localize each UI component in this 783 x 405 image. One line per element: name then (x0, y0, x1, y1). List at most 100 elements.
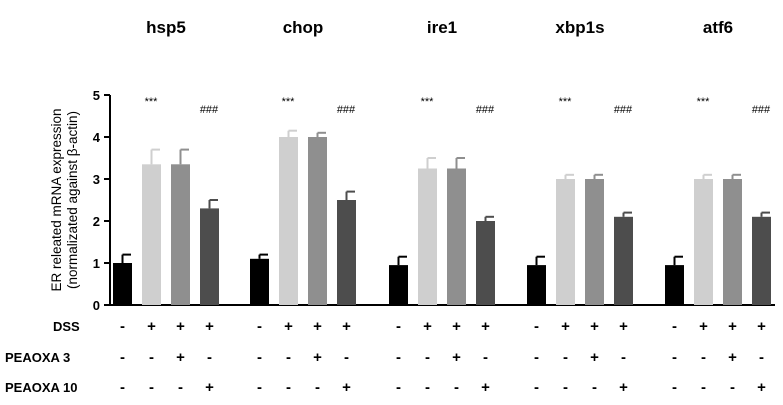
sign-xbp1s-1-4: + (619, 318, 628, 335)
sign-ire1-1-3: + (452, 318, 461, 335)
sign-xbp1s-3-3: - (592, 379, 597, 396)
sign-ire1-3-2: - (425, 379, 430, 396)
sign-ire1-1-4: + (481, 318, 490, 335)
sign-hsp5-3-2: - (149, 379, 154, 396)
row-label-1: DSS (53, 319, 80, 334)
sign-hsp5-3-1: - (120, 379, 125, 396)
bar-hsp5-2 (142, 164, 161, 305)
y-tick-label: 1 (93, 256, 100, 271)
significance-hash-chop: ### (337, 104, 356, 116)
sign-atf6-1-1: - (672, 318, 677, 335)
y-tick-label: 3 (93, 172, 100, 187)
sign-chop-3-3: - (315, 379, 320, 396)
significance-hash-hsp5: ### (200, 104, 219, 116)
sign-chop-2-1: - (257, 349, 262, 366)
bar-atf6-4 (752, 216, 771, 305)
significance-hash-xbp1s: ### (614, 104, 633, 116)
sign-xbp1s-3-2: - (563, 379, 568, 396)
bar-chop-4 (337, 200, 356, 305)
sign-ire1-3-1: - (396, 379, 401, 396)
sign-chop-1-4: + (342, 318, 351, 335)
row-label-2: PEAOXA 3 (5, 350, 70, 365)
bar-atf6-1 (665, 265, 684, 305)
sign-hsp5-1-4: + (205, 318, 214, 335)
sign-ire1-3-4: + (481, 379, 490, 396)
row-label-3: PEAOXA 10 (5, 380, 78, 395)
sign-xbp1s-2-4: - (621, 349, 626, 366)
sign-hsp5-3-3: - (178, 379, 183, 396)
sign-xbp1s-1-3: + (590, 318, 599, 335)
bar-ire1-4 (476, 221, 495, 305)
sign-hsp5-3-4: + (205, 379, 214, 396)
sign-atf6-2-1: - (672, 349, 677, 366)
sign-hsp5-1-1: - (120, 318, 125, 335)
sign-atf6-1-3: + (728, 318, 737, 335)
significance-stars-chop: *** (282, 96, 296, 108)
sign-atf6-1-4: + (757, 318, 766, 335)
sign-xbp1s-1-1: - (534, 318, 539, 335)
sign-chop-2-4: - (344, 349, 349, 366)
sign-ire1-1-1: - (396, 318, 401, 335)
sign-atf6-3-4: + (757, 379, 766, 396)
sign-ire1-2-3: + (452, 349, 461, 366)
sign-atf6-3-1: - (672, 379, 677, 396)
sign-hsp5-2-4: - (207, 349, 212, 366)
bar-chop-3 (308, 137, 327, 305)
sign-xbp1s-2-3: + (590, 349, 599, 366)
significance-hash-ire1: ### (476, 104, 495, 116)
sign-chop-3-1: - (257, 379, 262, 396)
sign-ire1-2-2: - (425, 349, 430, 366)
sign-chop-1-1: - (257, 318, 262, 335)
bar-xbp1s-1 (527, 265, 546, 305)
y-axis-label: ER releated mRNA expression(normalizated… (49, 108, 80, 291)
sign-atf6-3-2: - (701, 379, 706, 396)
y-tick-label: 5 (93, 88, 100, 103)
bar-atf6-2 (694, 179, 713, 305)
sign-xbp1s-2-2: - (563, 349, 568, 366)
sign-xbp1s-3-1: - (534, 379, 539, 396)
bar-xbp1s-3 (585, 179, 604, 305)
bar-ire1-2 (418, 168, 437, 305)
sign-ire1-2-4: - (483, 349, 488, 366)
sign-atf6-3-3: - (730, 379, 735, 396)
sign-chop-3-2: - (286, 379, 291, 396)
sign-ire1-2-1: - (396, 349, 401, 366)
sign-xbp1s-2-1: - (534, 349, 539, 366)
significance-hash-atf6: ### (752, 104, 771, 116)
sign-xbp1s-3-4: + (619, 379, 628, 396)
sign-hsp5-2-3: + (176, 349, 185, 366)
sign-chop-2-2: - (286, 349, 291, 366)
significance-stars-ire1: *** (421, 96, 435, 108)
gene-title-atf6: atf6 (703, 18, 733, 37)
bar-xbp1s-4 (614, 216, 633, 305)
bar-xbp1s-2 (556, 179, 575, 305)
sign-chop-1-2: + (284, 318, 293, 335)
sign-chop-1-3: + (313, 318, 322, 335)
sign-chop-3-4: + (342, 379, 351, 396)
y-tick-label: 2 (93, 214, 100, 229)
sign-chop-2-3: + (313, 349, 322, 366)
gene-title-xbp1s: xbp1s (555, 18, 604, 37)
gene-title-ire1: ire1 (427, 18, 457, 37)
sign-ire1-1-2: + (423, 318, 432, 335)
sign-atf6-2-2: - (701, 349, 706, 366)
gene-title-hsp5: hsp5 (146, 18, 186, 37)
significance-stars-atf6: *** (697, 96, 711, 108)
sign-atf6-1-2: + (699, 318, 708, 335)
significance-stars-hsp5: *** (145, 96, 159, 108)
bar-hsp5-4 (200, 208, 219, 305)
sign-hsp5-2-2: - (149, 349, 154, 366)
y-tick-label: 4 (93, 130, 101, 145)
sign-hsp5-2-1: - (120, 349, 125, 366)
bar-chop-1 (250, 258, 269, 305)
bar-ire1-1 (389, 265, 408, 305)
significance-stars-xbp1s: *** (559, 96, 573, 108)
sign-xbp1s-1-2: + (561, 318, 570, 335)
bar-atf6-3 (723, 179, 742, 305)
sign-ire1-3-3: - (454, 379, 459, 396)
y-tick-label: 0 (93, 298, 100, 313)
sign-atf6-2-4: - (759, 349, 764, 366)
gene-title-chop: chop (283, 18, 324, 37)
bar-hsp5-3 (171, 164, 190, 305)
